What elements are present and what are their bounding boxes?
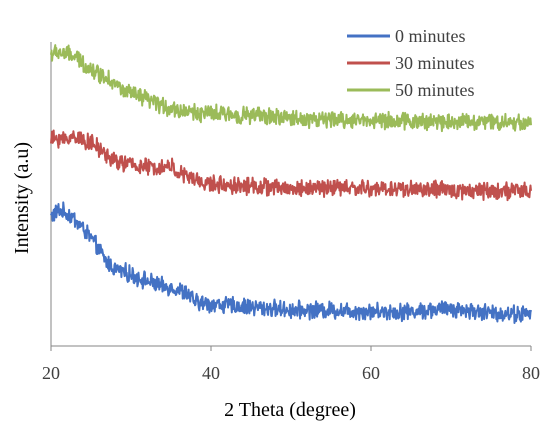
series-line	[50, 44, 532, 133]
x-tick-label: 80	[522, 363, 540, 383]
x-tick-label: 40	[202, 363, 220, 383]
plot-area: 20 40 60 80 0 minutes 30 minutes 50 minutes	[42, 26, 540, 383]
x-axis-title: 2 Theta (degree)	[224, 399, 356, 421]
series-line	[50, 129, 532, 202]
x-tick-label: 60	[362, 363, 380, 383]
series-line	[50, 201, 532, 325]
y-axis-title: Intensity (a.u)	[11, 142, 33, 254]
legend-label: 50 minutes	[395, 80, 475, 100]
x-tick-label: 20	[42, 363, 60, 383]
legend-label: 0 minutes	[395, 26, 466, 46]
legend-label: 30 minutes	[395, 53, 475, 73]
